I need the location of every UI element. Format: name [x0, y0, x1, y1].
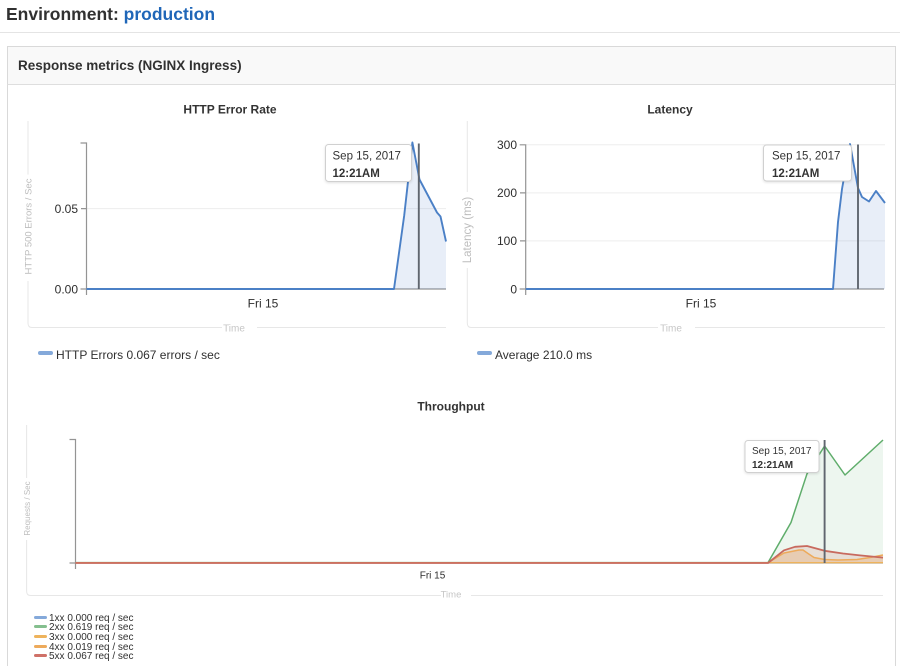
svg-text:100: 100	[497, 234, 517, 248]
svg-text:Fri 15: Fri 15	[686, 297, 717, 311]
svg-text:Time: Time	[441, 590, 462, 601]
svg-text:Throughput: Throughput	[417, 400, 484, 414]
svg-text:0: 0	[510, 282, 517, 296]
svg-text:0.00: 0.00	[55, 282, 79, 296]
svg-text:Requests / Sec: Requests / Sec	[23, 481, 32, 535]
svg-text:Fri 15: Fri 15	[248, 297, 279, 311]
svg-text:Sep 15, 2017: Sep 15, 2017	[772, 151, 840, 163]
svg-text:12:21AM: 12:21AM	[333, 168, 380, 180]
svg-text:HTTP Error Rate: HTTP Error Rate	[183, 103, 276, 117]
svg-text:Latency: Latency	[647, 103, 693, 117]
svg-text:0.05: 0.05	[55, 202, 79, 216]
svg-text:HTTP 500 Errors / Sec: HTTP 500 Errors / Sec	[24, 178, 35, 274]
svg-text:12:21AM: 12:21AM	[772, 168, 819, 180]
svg-text:Fri 15: Fri 15	[420, 571, 446, 582]
svg-text:300: 300	[497, 138, 517, 152]
svg-text:Latency (ms): Latency (ms)	[462, 197, 474, 264]
svg-text:Time: Time	[223, 324, 245, 335]
svg-text:Time: Time	[660, 324, 682, 335]
svg-text:200: 200	[497, 186, 517, 200]
svg-text:Sep 15, 2017: Sep 15, 2017	[752, 446, 812, 457]
svg-text:12:21AM: 12:21AM	[752, 460, 793, 471]
svg-text:Sep 15, 2017: Sep 15, 2017	[333, 151, 401, 163]
